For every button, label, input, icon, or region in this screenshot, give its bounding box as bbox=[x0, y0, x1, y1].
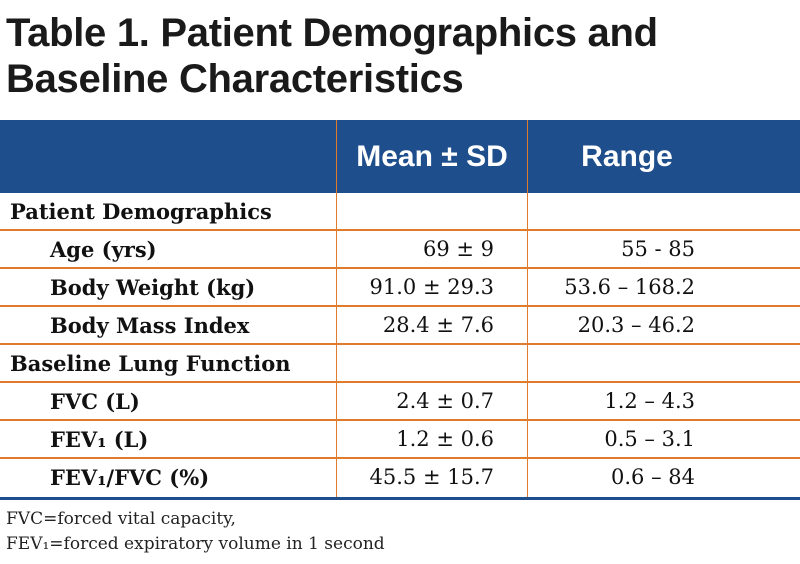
section-row-patient-demographics: Patient Demographics bbox=[0, 193, 800, 231]
table-row: Age (yrs) 69 ± 9 55 - 85 bbox=[0, 231, 800, 269]
table-row: FEV₁/FVC (%) 45.5 ± 15.7 0.6 – 84 bbox=[0, 459, 800, 497]
row-label: FVC (L) bbox=[50, 388, 140, 414]
table-title-line-1: Table 1. Patient Demographics and bbox=[6, 11, 658, 55]
row-mean-value: 1.2 ± 0.6 bbox=[396, 427, 494, 451]
column-header-range: Range bbox=[581, 139, 673, 173]
row-mean-value: 45.5 ± 15.7 bbox=[369, 465, 494, 489]
section-label: Patient Demographics bbox=[10, 198, 272, 224]
column-divider bbox=[336, 120, 337, 498]
section-row-baseline-lung-function: Baseline Lung Function bbox=[0, 345, 800, 383]
row-label: Body Mass Index bbox=[50, 312, 250, 338]
table-footnote: FVC=forced vital capacity, FEV₁=forced e… bbox=[6, 507, 385, 557]
table-row: FEV₁ (L) 1.2 ± 0.6 0.5 – 3.1 bbox=[0, 421, 800, 459]
column-header-mean-sd: Mean ± SD bbox=[356, 139, 508, 173]
table-row: FVC (L) 2.4 ± 0.7 1.2 – 4.3 bbox=[0, 383, 800, 421]
row-label: Age (yrs) bbox=[50, 236, 157, 262]
row-label: FEV₁/FVC (%) bbox=[50, 464, 210, 490]
footnote-line-1: FVC=forced vital capacity, bbox=[6, 509, 236, 529]
row-mean-value: 2.4 ± 0.7 bbox=[396, 389, 494, 413]
footnote-line-2: FEV₁=forced expiratory volume in 1 secon… bbox=[6, 534, 385, 554]
row-mean-value: 91.0 ± 29.3 bbox=[369, 275, 494, 299]
table-title: Table 1. Patient Demographics and Baseli… bbox=[6, 10, 796, 102]
table-row: Body Mass Index 28.4 ± 7.6 20.3 – 46.2 bbox=[0, 307, 800, 345]
row-range-value: 53.6 – 168.2 bbox=[564, 275, 695, 299]
row-range-value: 0.6 – 84 bbox=[611, 465, 695, 489]
table-row: Body Weight (kg) 91.0 ± 29.3 53.6 – 168.… bbox=[0, 269, 800, 307]
row-range-value: 0.5 – 3.1 bbox=[604, 427, 695, 451]
row-range-value: 1.2 – 4.3 bbox=[604, 389, 695, 413]
row-mean-value: 69 ± 9 bbox=[422, 237, 494, 261]
column-divider bbox=[527, 120, 528, 498]
row-range-value: 55 - 85 bbox=[621, 237, 695, 261]
row-label: Body Weight (kg) bbox=[50, 274, 256, 300]
row-label: FEV₁ (L) bbox=[50, 426, 149, 452]
row-mean-value: 28.4 ± 7.6 bbox=[382, 313, 494, 337]
table-title-line-2: Baseline Characteristics bbox=[6, 57, 464, 101]
table-header-band bbox=[0, 120, 800, 193]
row-range-value: 20.3 – 46.2 bbox=[577, 313, 695, 337]
section-label: Baseline Lung Function bbox=[10, 350, 291, 376]
table-bottom-rule bbox=[0, 497, 800, 500]
